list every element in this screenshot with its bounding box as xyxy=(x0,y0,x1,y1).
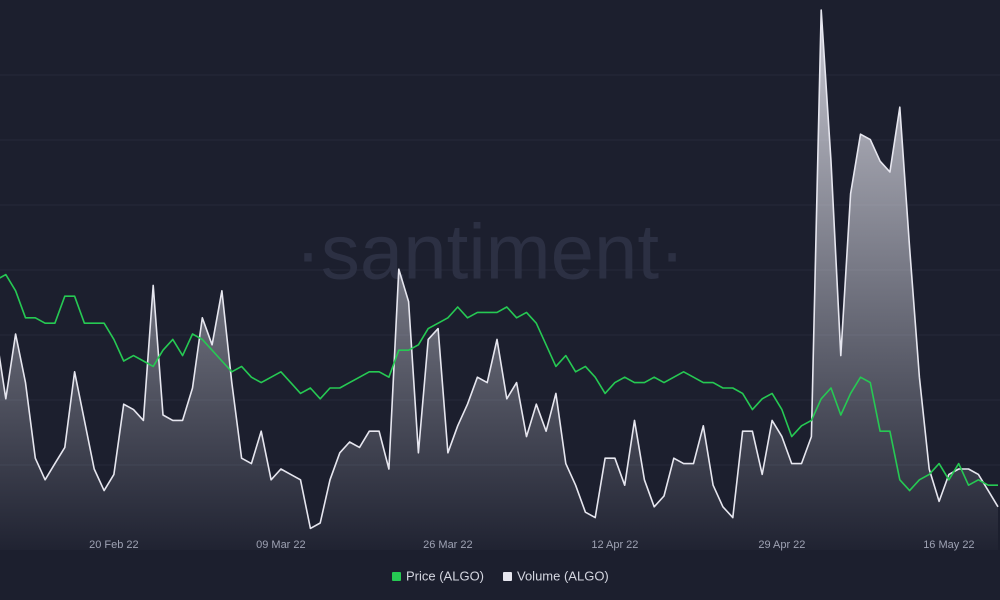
volume-area xyxy=(0,10,998,550)
volume-line xyxy=(0,9,999,530)
x-tick-label: 26 Mar 22 xyxy=(423,539,473,551)
price-line xyxy=(0,273,998,492)
x-tick-label: 09 Mar 22 xyxy=(256,539,306,551)
x-tick-label: 16 May 22 xyxy=(923,539,974,551)
legend-label: Price (ALGO) xyxy=(406,568,484,583)
legend-swatch xyxy=(503,572,512,581)
x-tick-label: 20 Feb 22 xyxy=(89,539,139,551)
x-tick-label: 29 Apr 22 xyxy=(758,539,805,551)
legend-label: Volume (ALGO) xyxy=(517,568,609,583)
x-tick-label: 12 Apr 22 xyxy=(591,539,638,551)
watermark: ·santiment· xyxy=(295,208,685,296)
legend-swatch xyxy=(392,572,401,581)
